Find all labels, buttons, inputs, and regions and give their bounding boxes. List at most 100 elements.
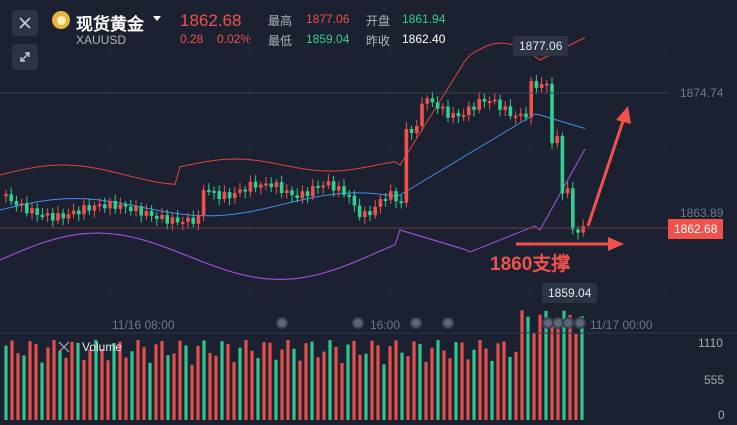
candle: [56, 206, 60, 224]
candle: [337, 181, 341, 197]
volume-bar: [64, 357, 68, 420]
close-volume-icon[interactable]: [57, 340, 71, 354]
close-button[interactable]: [12, 10, 38, 36]
current-price-tag: 1862.68: [668, 219, 724, 239]
volume-bar: [208, 352, 212, 420]
bollinger-lower-band: [0, 148, 586, 281]
volume-bar: [160, 341, 164, 420]
candle: [435, 96, 440, 115]
volume-bar: [466, 359, 470, 420]
candle: [113, 194, 117, 214]
candle: [212, 186, 216, 200]
quote-header: 现货黄金 XAUUSD 1862.68 0.28 0.02% 最高 1877.0…: [0, 0, 737, 70]
volume-bar: [124, 357, 128, 420]
candle: [51, 207, 55, 227]
high-label: 最高: [268, 14, 293, 28]
volume-bar: [334, 346, 338, 420]
candle: [9, 187, 13, 206]
candle: [508, 99, 513, 120]
volume-bar: [196, 345, 200, 420]
event-marker[interactable]: [574, 317, 586, 329]
volume-bar: [202, 340, 206, 420]
candle: [279, 175, 284, 198]
price-change-percent: 0.02%: [217, 32, 252, 46]
candle: [467, 100, 471, 122]
volume-bar: [262, 342, 266, 420]
candle: [378, 194, 383, 214]
volume-bar: [352, 340, 356, 420]
candle: [149, 205, 154, 222]
candle: [45, 208, 50, 223]
volume-bar: [550, 324, 554, 420]
candle: [243, 185, 247, 199]
candle: [425, 95, 429, 111]
volume-bar: [436, 340, 440, 420]
candle: [129, 200, 133, 216]
candle: [409, 125, 414, 141]
candle: [71, 203, 76, 219]
candle: [560, 132, 565, 201]
volume-bar: [112, 343, 116, 420]
volume-bar: [214, 355, 218, 420]
chevron-down-icon[interactable]: [153, 16, 161, 21]
candle: [326, 174, 331, 189]
expand-icon: [20, 52, 30, 62]
candle: [571, 181, 575, 235]
candle: [103, 197, 107, 213]
annotation-arrows: [516, 106, 631, 251]
candle: [498, 94, 502, 117]
open-label: 开盘: [366, 14, 391, 28]
candle: [139, 202, 143, 223]
candle: [394, 187, 398, 209]
volume-bar: [382, 364, 386, 420]
candle: [274, 178, 279, 195]
event-marker[interactable]: [562, 317, 574, 329]
instrument-name[interactable]: 现货黄金: [76, 15, 144, 34]
candle: [493, 92, 497, 105]
volume-bar: [370, 340, 374, 420]
candle: [461, 108, 466, 122]
volume-bar: [286, 340, 290, 420]
volume-bar: [304, 343, 308, 420]
time-label-1: 11/16 08:00: [112, 318, 175, 332]
candle: [66, 208, 71, 225]
event-marker[interactable]: [442, 317, 454, 329]
candle: [373, 199, 377, 220]
candle: [248, 175, 253, 197]
volume-bar: [406, 356, 410, 420]
candle: [456, 108, 461, 124]
candle: [331, 175, 336, 197]
volume-axis-min: 0: [718, 408, 725, 422]
volume-bar: [16, 353, 20, 420]
candle: [539, 77, 544, 93]
volume-bar: [574, 334, 578, 420]
candle: [35, 203, 39, 222]
event-marker[interactable]: [410, 317, 422, 329]
volume-bar: [4, 345, 8, 420]
volume-bar: [130, 351, 134, 420]
event-marker[interactable]: [276, 317, 288, 329]
volume-bar: [478, 340, 482, 420]
volume-bar: [250, 350, 254, 420]
candle: [61, 208, 65, 226]
candle: [233, 186, 237, 204]
candle: [316, 180, 320, 194]
candle: [482, 93, 487, 109]
volume-bar: [232, 362, 236, 420]
volume-title: Volume: [82, 340, 123, 354]
volume-bar: [376, 345, 380, 420]
volume-bar: [520, 310, 524, 420]
event-marker[interactable]: [352, 317, 364, 329]
volume-axis-max: 1110: [698, 336, 723, 350]
candle: [175, 210, 180, 226]
volume-bar: [172, 353, 176, 420]
candle: [357, 198, 362, 221]
expand-button[interactable]: [12, 44, 38, 70]
candle: [4, 190, 8, 204]
volume-bar: [364, 353, 368, 420]
volume-bar: [340, 363, 344, 420]
volume-bar: [394, 340, 398, 420]
volume-bar: [442, 350, 446, 420]
volume-bar: [244, 340, 248, 420]
